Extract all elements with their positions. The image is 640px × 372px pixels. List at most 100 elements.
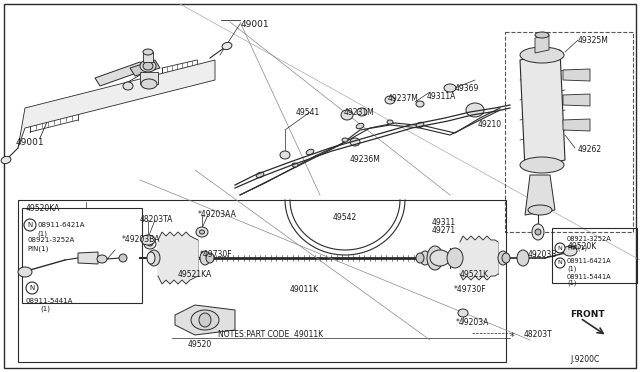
Text: 48203TA: 48203TA xyxy=(140,215,173,224)
Text: 49520KA: 49520KA xyxy=(26,204,60,213)
Ellipse shape xyxy=(563,246,577,256)
Ellipse shape xyxy=(1,156,11,164)
Text: N: N xyxy=(28,222,33,228)
Text: *49203BA: *49203BA xyxy=(122,235,161,244)
Bar xyxy=(22,208,142,303)
Ellipse shape xyxy=(143,62,153,70)
Polygon shape xyxy=(175,305,235,335)
Ellipse shape xyxy=(498,251,508,265)
Text: 49203B: 49203B xyxy=(528,250,557,259)
Ellipse shape xyxy=(350,138,360,146)
Ellipse shape xyxy=(141,79,157,89)
Ellipse shape xyxy=(280,151,290,159)
Ellipse shape xyxy=(292,163,298,167)
Text: 08911-5441A: 08911-5441A xyxy=(25,298,72,304)
Ellipse shape xyxy=(427,246,443,270)
Ellipse shape xyxy=(206,253,214,263)
Text: 08921-3252A: 08921-3252A xyxy=(27,237,74,243)
Ellipse shape xyxy=(532,224,544,240)
Ellipse shape xyxy=(535,32,549,38)
Polygon shape xyxy=(563,94,590,106)
Text: 49541: 49541 xyxy=(296,108,320,117)
Ellipse shape xyxy=(140,60,156,72)
Text: 49520: 49520 xyxy=(188,340,212,349)
Ellipse shape xyxy=(535,229,541,235)
Ellipse shape xyxy=(306,149,314,155)
Ellipse shape xyxy=(387,120,393,124)
Polygon shape xyxy=(130,60,160,76)
Text: 49231M: 49231M xyxy=(344,108,375,117)
Ellipse shape xyxy=(520,157,564,173)
Text: *49203A: *49203A xyxy=(456,318,490,327)
Polygon shape xyxy=(18,60,215,148)
Text: 49271: 49271 xyxy=(432,226,456,235)
Ellipse shape xyxy=(97,255,107,263)
Text: FRONT: FRONT xyxy=(570,310,605,319)
Text: (1): (1) xyxy=(567,266,577,273)
Ellipse shape xyxy=(502,253,510,263)
Ellipse shape xyxy=(416,122,424,128)
Ellipse shape xyxy=(147,252,155,264)
Polygon shape xyxy=(143,52,153,62)
Text: 49236M: 49236M xyxy=(350,155,381,164)
Ellipse shape xyxy=(191,310,219,330)
Ellipse shape xyxy=(385,96,395,104)
Text: 08921-3252A: 08921-3252A xyxy=(567,236,612,242)
Circle shape xyxy=(26,282,38,294)
Text: 49520K: 49520K xyxy=(568,242,597,251)
Text: (1): (1) xyxy=(37,230,47,237)
Polygon shape xyxy=(95,62,145,86)
Text: 49542: 49542 xyxy=(333,213,357,222)
Ellipse shape xyxy=(430,250,450,266)
Ellipse shape xyxy=(119,254,127,262)
Text: 49001: 49001 xyxy=(241,20,269,29)
Circle shape xyxy=(24,219,36,231)
Ellipse shape xyxy=(199,313,211,327)
Text: NOTES:PART CODE  49011K: NOTES:PART CODE 49011K xyxy=(218,330,323,339)
Bar xyxy=(18,200,506,362)
Text: PIN(1): PIN(1) xyxy=(27,245,49,251)
Text: *49730F: *49730F xyxy=(454,285,486,294)
Polygon shape xyxy=(460,236,498,280)
Ellipse shape xyxy=(466,103,484,117)
Text: 08911-5441A: 08911-5441A xyxy=(567,274,612,280)
Ellipse shape xyxy=(447,248,463,268)
Bar xyxy=(505,32,633,232)
Text: N: N xyxy=(557,246,563,250)
Polygon shape xyxy=(563,69,590,81)
Polygon shape xyxy=(525,175,555,215)
Ellipse shape xyxy=(148,250,160,266)
Text: 08911-6421A: 08911-6421A xyxy=(37,222,84,228)
Text: *49203AA: *49203AA xyxy=(198,210,237,219)
Ellipse shape xyxy=(342,138,348,142)
Ellipse shape xyxy=(222,42,232,49)
Polygon shape xyxy=(535,35,549,53)
Text: 49311A: 49311A xyxy=(427,92,456,101)
Polygon shape xyxy=(520,50,565,170)
Text: 49210: 49210 xyxy=(478,120,502,129)
Text: 49001: 49001 xyxy=(16,138,45,147)
Text: 48203T: 48203T xyxy=(524,330,553,339)
Ellipse shape xyxy=(123,82,133,90)
Ellipse shape xyxy=(200,230,205,234)
Ellipse shape xyxy=(420,251,430,265)
Ellipse shape xyxy=(143,49,153,55)
Text: 49262: 49262 xyxy=(578,145,602,154)
Polygon shape xyxy=(140,72,158,84)
Ellipse shape xyxy=(528,205,552,215)
Ellipse shape xyxy=(416,101,424,107)
Ellipse shape xyxy=(517,250,529,266)
Ellipse shape xyxy=(357,108,367,116)
Text: 49521KA: 49521KA xyxy=(178,270,212,279)
Circle shape xyxy=(555,258,565,268)
Polygon shape xyxy=(563,119,590,131)
Ellipse shape xyxy=(147,242,152,246)
Ellipse shape xyxy=(144,239,156,249)
Circle shape xyxy=(555,243,565,253)
Text: 49325M: 49325M xyxy=(578,36,609,45)
Text: *: * xyxy=(510,332,515,342)
Text: 08911-6421A: 08911-6421A xyxy=(567,258,612,264)
Ellipse shape xyxy=(458,309,468,317)
Text: (1): (1) xyxy=(567,280,577,286)
Bar xyxy=(552,228,637,283)
